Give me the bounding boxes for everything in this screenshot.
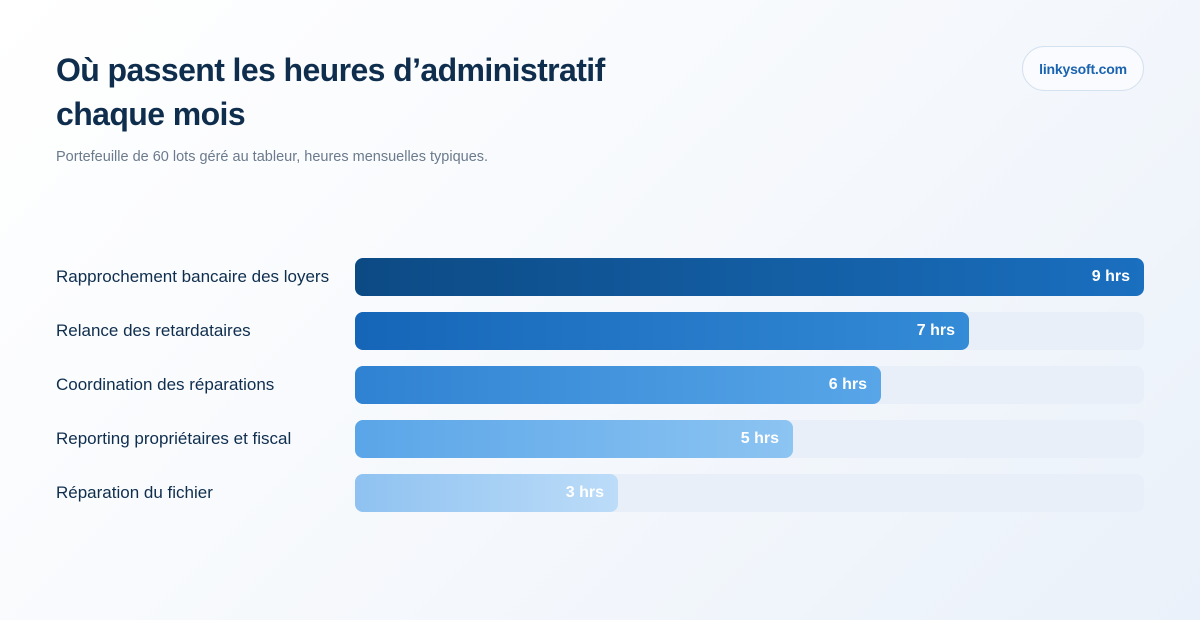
bar: 3 hrs — [355, 474, 618, 512]
chart-title: Où passent les heures d’administratif ch… — [56, 52, 605, 132]
bar-row: Coordination des réparations 6 hrs — [0, 366, 1200, 404]
category-label: Coordination des réparations — [56, 375, 275, 394]
chart-subtitle: Portefeuille de 60 lots géré au tableur,… — [56, 149, 489, 165]
brand-badge[interactable]: linkysoft.com — [1022, 46, 1144, 91]
bar: 7 hrs — [355, 312, 969, 350]
bar-track: 7 hrs — [355, 312, 1144, 350]
category-label: Reporting propriétaires et fiscal — [56, 429, 292, 448]
bar-row: Reporting propriétaires et fiscal 5 hrs — [0, 420, 1200, 458]
bar-value-label: 7 hrs — [916, 322, 955, 339]
bar-track: 5 hrs — [355, 420, 1144, 458]
bar-row: Relance des retardataires 7 hrs — [0, 312, 1200, 350]
bar-row: Réparation du fichier 3 hrs — [0, 474, 1200, 512]
bar-value-label: 3 hrs — [565, 484, 604, 501]
bar: 9 hrs — [355, 258, 1144, 296]
bar-value-label: 5 hrs — [740, 430, 779, 447]
category-label: Réparation du fichier — [56, 483, 213, 502]
bar-track: 6 hrs — [355, 366, 1144, 404]
bar-row: Rapprochement bancaire des loyers 9 hrs — [0, 258, 1200, 296]
category-label: Relance des retardataires — [56, 321, 251, 340]
category-label: Rapprochement bancaire des loyers — [56, 267, 330, 286]
bar: 6 hrs — [355, 366, 881, 404]
bar-value-label: 9 hrs — [1091, 268, 1130, 285]
bar-track: 9 hrs — [355, 258, 1144, 296]
bar-track: 3 hrs — [355, 474, 1144, 512]
bar-value-label: 6 hrs — [828, 376, 867, 393]
bar: 5 hrs — [355, 420, 793, 458]
